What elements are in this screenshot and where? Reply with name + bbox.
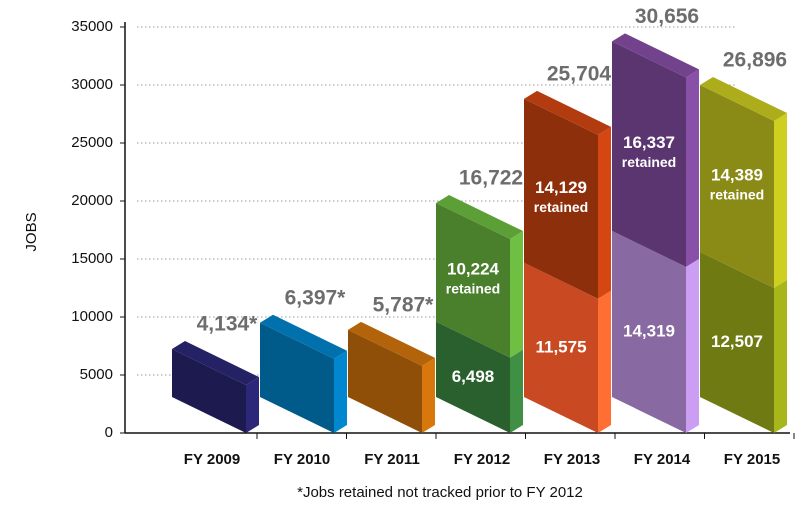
y-tick-label: 5000 (80, 366, 113, 383)
bar-front (436, 203, 510, 358)
value-label: 12,507 (711, 332, 763, 351)
bar-side (598, 126, 611, 299)
bar-top (612, 33, 699, 78)
bar-top (436, 195, 523, 240)
bar-top (348, 321, 435, 366)
total-label: 6,397* (285, 286, 347, 309)
bar-side (598, 290, 611, 433)
y-axis-label: JOBS (23, 212, 40, 251)
total-label: 16,722 (459, 167, 523, 190)
bar-side (334, 350, 347, 433)
y-tick-label: 35000 (71, 18, 113, 35)
x-tick-label: FY 2011 (364, 451, 420, 468)
bar-side (774, 113, 787, 288)
x-tick-label: FY 2010 (274, 451, 330, 468)
y-tick-label: 30000 (71, 76, 113, 93)
bar-side (510, 349, 523, 433)
bar-side (510, 231, 523, 358)
y-tick-label: 15000 (71, 250, 113, 267)
bar-side (246, 377, 259, 433)
bar-top (524, 90, 611, 135)
value-label: 6,498 (452, 367, 495, 386)
bar-front (524, 98, 598, 299)
y-tick-label: 20000 (71, 192, 113, 209)
bar-top (172, 341, 259, 386)
bar-top (260, 314, 347, 359)
total-label: 4,134* (197, 313, 259, 336)
bar-front (436, 321, 510, 433)
bar-front (172, 349, 246, 433)
bar-front (700, 251, 774, 433)
bar-front (524, 262, 598, 433)
bar-front (612, 41, 686, 267)
value-label: 11,575 (535, 337, 586, 356)
x-tick-label: FY 2009 (184, 451, 240, 468)
total-label: 5,787* (373, 293, 435, 316)
value-label: 16,337 retained (622, 134, 676, 170)
x-tick-label: FY 2014 (634, 451, 691, 468)
bar-side (686, 69, 699, 267)
bar-side (422, 357, 435, 433)
value-label: 14,319 (623, 321, 675, 340)
total-label: 26,896 (723, 49, 787, 72)
total-label: 30,656 (635, 5, 699, 28)
y-tick-label: 10000 (71, 308, 113, 325)
y-tick-label: 0 (105, 424, 113, 441)
bar-top (700, 77, 787, 122)
value-label: 14,129 retained (534, 178, 588, 214)
bar-front (260, 322, 334, 433)
bar-front (612, 230, 686, 433)
bar-front (700, 85, 774, 288)
footnote: *Jobs retained not tracked prior to FY 2… (297, 484, 583, 501)
value-label: 10,224 retained (446, 260, 500, 296)
bar-front (348, 329, 422, 433)
x-tick-label: FY 2015 (724, 451, 780, 468)
x-tick-label: FY 2012 (454, 451, 510, 468)
bar-side (774, 279, 787, 433)
value-label: 14,389 retained (710, 166, 764, 202)
bar-side (686, 258, 699, 433)
x-tick-label: FY 2013 (544, 451, 600, 468)
y-tick-label: 25000 (71, 134, 113, 151)
total-label: 25,704 (547, 62, 612, 85)
